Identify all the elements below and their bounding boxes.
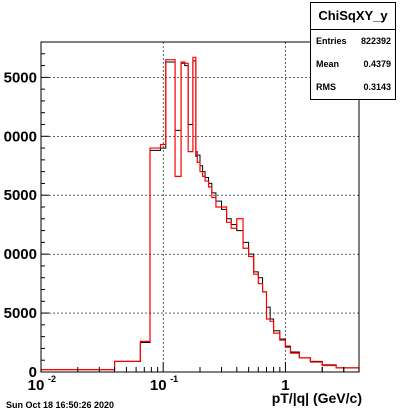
y-tick-label: 0000 <box>4 246 37 263</box>
histogram-series <box>40 56 360 372</box>
y-tick-label: 5000 <box>4 69 37 86</box>
stats-box: ChiSqXY_y Entries 822392 Mean 0.4379 RMS… <box>310 2 396 100</box>
y-tick-label: 5000 <box>4 187 37 204</box>
axis-ticks <box>40 41 360 373</box>
stats-mean-value: 0.4379 <box>363 59 391 69</box>
y-tick-label: 0000 <box>4 128 37 145</box>
x-tick-label: 1 <box>281 377 289 394</box>
x-axis-label: pT/|q| (GeV/c) <box>271 390 362 406</box>
stats-rms-row: RMS 0.3143 <box>311 76 395 99</box>
x-tick-exponent: -2 <box>48 374 56 384</box>
stats-title: ChiSqXY_y <box>311 3 395 30</box>
series-black-outline <box>40 60 360 372</box>
stats-rms-label: RMS <box>316 82 336 92</box>
stats-rms-value: 0.3143 <box>363 82 391 92</box>
x-tick-label: 10 <box>150 377 167 394</box>
y-tick-label: 5000 <box>4 305 37 322</box>
grid-lines <box>41 42 359 372</box>
x-tick-label: 10 <box>28 377 45 394</box>
timestamp: Sun Oct 18 16:50:26 2020 <box>6 400 115 410</box>
series-red-outline <box>40 56 360 372</box>
stats-entries-row: Entries 822392 <box>311 30 395 53</box>
stats-entries-value: 822392 <box>360 36 391 46</box>
stats-mean-row: Mean 0.4379 <box>311 53 395 76</box>
stats-entries-label: Entries <box>316 36 347 46</box>
x-tick-exponent: -1 <box>170 374 178 384</box>
stats-mean-label: Mean <box>316 59 340 69</box>
y-tick-label-zero: 0 <box>29 364 37 381</box>
